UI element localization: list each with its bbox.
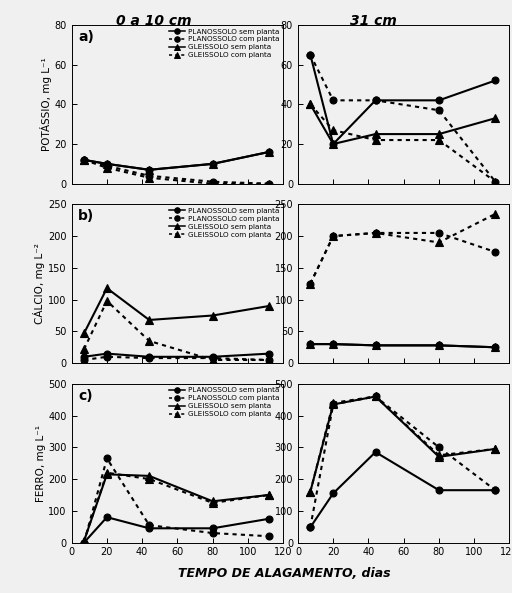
- Y-axis label: CÁLCIO, mg L⁻²: CÁLCIO, mg L⁻²: [33, 243, 46, 324]
- Legend: PLANOSSOLO sem planta, PLANOSSOLO com planta, GLEISSOLO sem planta, GLEISSOLO co: PLANOSSOLO sem planta, PLANOSSOLO com pl…: [168, 27, 281, 60]
- Y-axis label: FERRO, mg L⁻¹: FERRO, mg L⁻¹: [35, 425, 46, 502]
- Text: c): c): [78, 388, 93, 403]
- Legend: PLANOSSOLO sem planta, PLANOSSOLO com planta, GLEISSOLO sem planta, GLEISSOLO co: PLANOSSOLO sem planta, PLANOSSOLO com pl…: [168, 386, 281, 419]
- Text: b): b): [78, 209, 94, 223]
- Legend: PLANOSSOLO sem planta, PLANOSSOLO com planta, GLEISSOLO sem planta, GLEISSOLO co: PLANOSSOLO sem planta, PLANOSSOLO com pl…: [168, 206, 281, 239]
- Text: 31 cm: 31 cm: [350, 14, 397, 28]
- Y-axis label: POTÁSSIO, mg L⁻¹: POTÁSSIO, mg L⁻¹: [39, 58, 52, 151]
- Text: 0 a 10 cm: 0 a 10 cm: [116, 14, 191, 28]
- Text: TEMPO DE ALAGAMENTO, dias: TEMPO DE ALAGAMENTO, dias: [178, 567, 391, 580]
- Text: a): a): [78, 30, 94, 44]
